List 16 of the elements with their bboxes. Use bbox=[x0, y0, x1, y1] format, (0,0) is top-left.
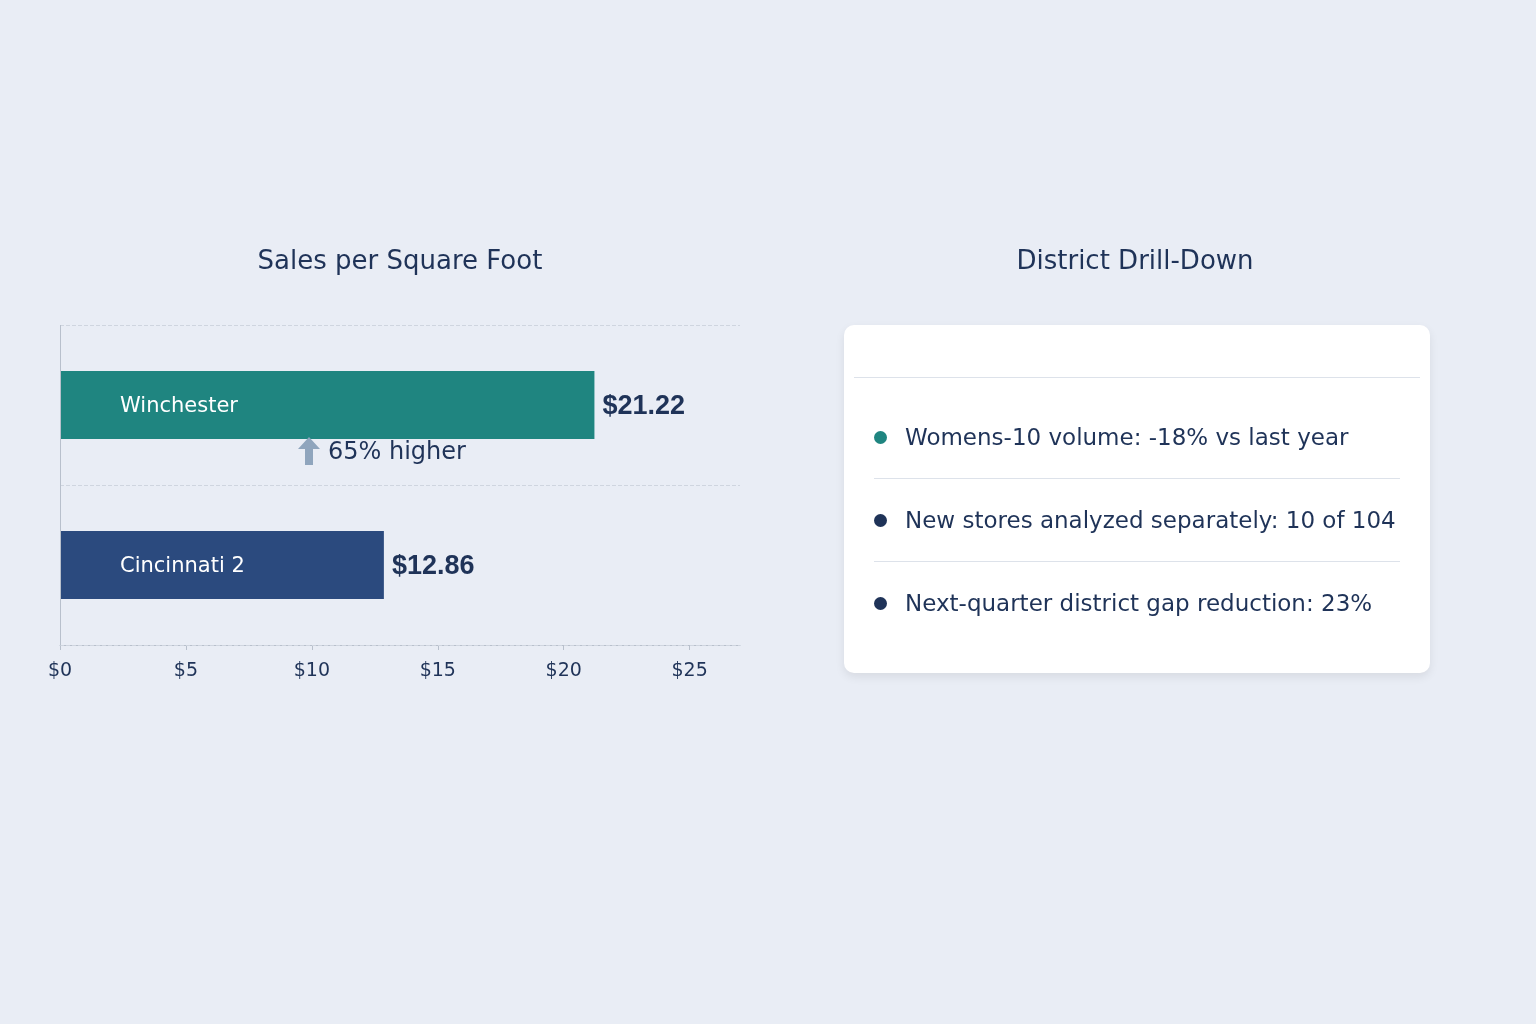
x-tick-label: $0 bbox=[47, 657, 73, 680]
x-tick-label: $15 bbox=[419, 657, 456, 680]
text: New stores analyzed separately: 10 of 104 bbox=[905, 507, 1396, 533]
text: Next-quarter district gap reduction: 23% bbox=[905, 590, 1373, 616]
x-tick-label: $25 bbox=[671, 657, 708, 680]
data-label: $21.22 bbox=[602, 390, 686, 420]
data-label: $12.86 bbox=[391, 550, 475, 580]
text: District Drill-Down bbox=[1015, 244, 1255, 277]
text: Womens-10 volume: -18% vs last year bbox=[905, 424, 1349, 450]
annotation: 65% higher bbox=[328, 437, 466, 465]
x-tick-label: $5 bbox=[173, 657, 199, 680]
chart-title: Sales per Square Foot bbox=[256, 244, 544, 277]
y-tick-label: Cincinnati 2 bbox=[120, 553, 245, 577]
y-tick-label: Winchester bbox=[120, 393, 239, 417]
x-tick-label: $10 bbox=[293, 657, 330, 680]
x-tick-label: $20 bbox=[545, 657, 582, 680]
